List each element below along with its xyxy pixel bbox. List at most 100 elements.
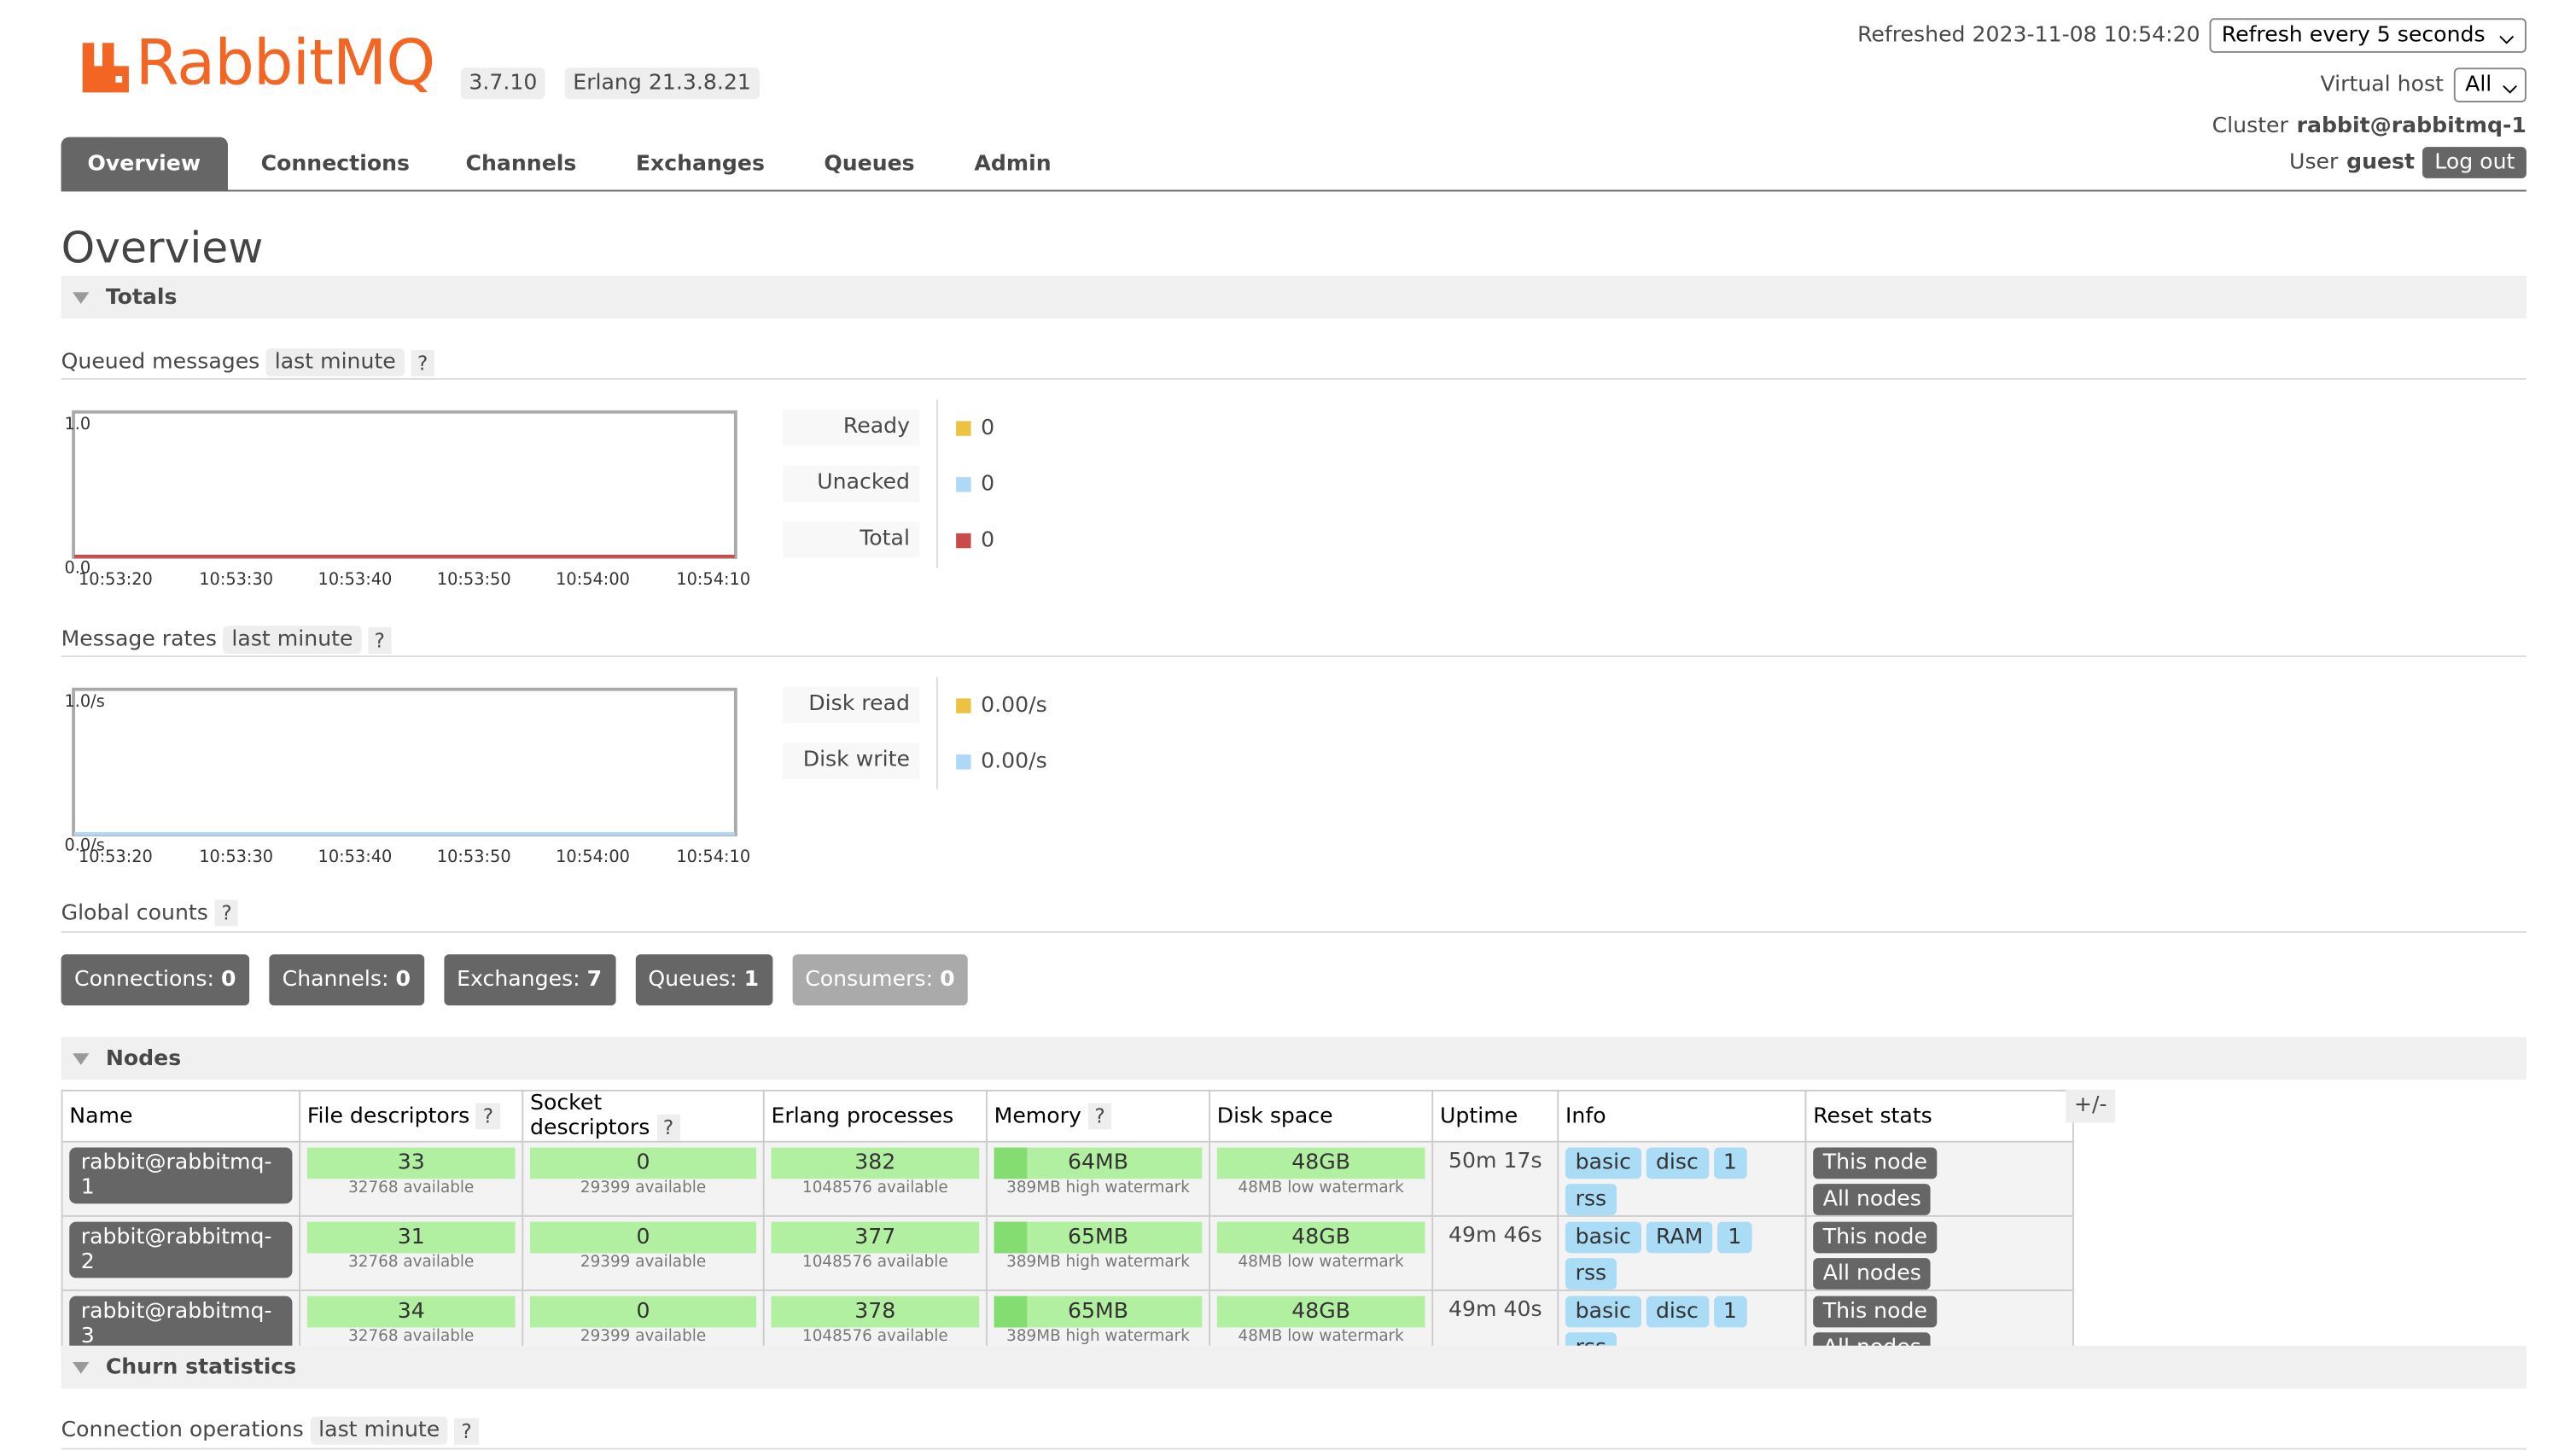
column-header: Name [61,1089,301,1143]
x-tick-label: 10:53:20 [79,569,153,589]
cell: 33 32768 available [299,1140,524,1217]
count-button[interactable]: Exchanges: 7 [443,954,615,1006]
info-tag: disc [1646,1296,1709,1328]
gauge-sub: 1048576 available [802,1253,948,1272]
swatch [956,754,971,769]
help[interactable]: ? [656,1114,680,1141]
x-tick-label: 10:54:10 [676,847,750,866]
swatch [956,697,971,713]
info-tag: 1 [1713,1296,1747,1328]
legend-row: Unacked 0 [783,455,995,512]
gauge-fill [994,1147,1028,1179]
count-button[interactable]: Connections: 0 [61,954,249,1006]
gauge-sub: 389MB high watermark [1006,1327,1190,1346]
refresh-select-text: Refresh every 5 seconds [2221,23,2486,49]
column-name: Erlang processes [771,1104,954,1129]
column-header: Socket descriptors? [522,1089,765,1143]
cell: basic RAM 1 rss [1557,1214,1807,1291]
info-tag: RAM [1646,1221,1713,1254]
section-header[interactable]: Nodes [61,1036,2526,1080]
count-button[interactable]: Consumers: 0 [791,954,969,1006]
reset-button[interactable]: All nodes [1813,1258,1932,1290]
x-tick-label: 10:53:40 [318,569,393,589]
cell: rabbit@rabbitmq-1 [61,1140,301,1217]
refreshed: Refreshed 2023-11-08 10:54:20 [1857,23,2200,49]
node-name[interactable]: rabbit@rabbitmq-3 [69,1296,293,1353]
help[interactable]: ? [454,1417,479,1444]
gauge: 48GB [1216,1296,1425,1328]
legend-value: 0 [981,415,995,440]
gauge-sub: 389MB high watermark [1006,1179,1190,1197]
info-tag: 1 [1717,1221,1751,1254]
range[interactable]: last minute [310,1416,448,1445]
reset-button[interactable]: This node [1813,1147,1938,1179]
chart: 1.0 0.010:53:20 10:53:30 10:53:40 10:53:50 10… [64,410,750,589]
uptime: 49m 40s [1448,1297,1542,1323]
cell: 0 29399 available [522,1140,765,1217]
global-counts: Connections: 0 Channels: 0 Exchanges: 7 Que… [61,954,988,1006]
logo[interactable]: RabbitMQ [79,30,435,96]
y-tick-label: 1.0 [64,414,90,434]
section-header[interactable]: Totals [61,276,2526,319]
logout-button[interactable]: Log out [2422,147,2526,178]
count-button[interactable]: Channels: 0 [269,954,424,1006]
tab[interactable]: Overview [61,137,228,190]
reset-button[interactable]: This node [1813,1296,1938,1328]
node-row: rabbit@rabbitmq-2 31 32768 available 0 29399… [61,1214,2074,1291]
user-name: guest [2346,150,2416,176]
label: Connection operations [61,1418,304,1443]
tab[interactable]: Exchanges [635,151,765,178]
reset-button[interactable]: This node [1813,1221,1938,1254]
gauge-value: 65MB [1068,1299,1128,1325]
section-header[interactable]: Churn statistics [61,1345,2526,1389]
erlang-version: Erlang 21.3.8.21 [564,67,760,100]
help[interactable]: ? [476,1102,500,1129]
header-row: Name File descriptors? Socket descriptors?… [61,1089,2074,1143]
gauge-sub: 32768 available [348,1253,475,1272]
column-header: Reset stats [1804,1089,2074,1143]
help[interactable]: ? [411,349,435,376]
cell: This node All nodes [1804,1214,2074,1291]
legend-value: 0.00/s [981,748,1047,774]
reset-button[interactable]: All nodes [1813,1184,1932,1215]
version: 3.7.10 [460,67,546,100]
refresh-select[interactable]: Refresh every 5 seconds [2210,18,2526,53]
user-area: User guest Log out [2289,147,2526,178]
tab[interactable]: Channels [465,151,577,178]
help[interactable]: ? [214,900,239,927]
range[interactable]: last minute [223,626,362,655]
uptime: 49m 46s [1448,1223,1542,1249]
gauge-value: 48GB [1291,1150,1351,1176]
node-name[interactable]: rabbit@rabbitmq-2 [69,1221,293,1278]
tab[interactable]: Queues [824,151,915,178]
swatch [956,476,971,492]
tab[interactable]: Admin [974,151,1052,178]
legend-name: Disk write [783,742,920,780]
column-name: Info [1565,1104,1606,1129]
count-button[interactable]: Queues: 1 [634,954,772,1006]
gauge: 31 [306,1221,516,1254]
legend: Disk read 0.00/s Disk write 0.00/s [783,677,1047,789]
range[interactable]: last minute [266,348,405,377]
count-value: 0 [220,967,236,993]
column-name: Reset stats [1813,1104,1932,1129]
separator [935,732,938,789]
help[interactable]: ? [367,626,392,654]
count-value: 1 [743,967,760,993]
chart-label: Queued messages last minute? [61,348,435,377]
tab[interactable]: Connections [260,151,410,178]
info-tag: rss [1565,1258,1617,1290]
x-tick-label: 10:54:00 [556,847,630,866]
vhost-select[interactable]: All [2453,67,2526,102]
column-header: Info [1557,1089,1807,1143]
columns-toggle[interactable]: +/- [2066,1089,2116,1123]
gauge-sub: 389MB high watermark [1006,1253,1190,1272]
gauge-sub: 29399 available [580,1253,707,1272]
help[interactable]: ? [1087,1102,1112,1129]
separator [935,455,938,512]
legend-value: 0 [981,471,995,497]
legend-name: Ready [783,409,920,446]
cell: 48GB 48MB low watermark [1209,1140,1434,1217]
node-name[interactable]: rabbit@rabbitmq-1 [69,1147,293,1204]
